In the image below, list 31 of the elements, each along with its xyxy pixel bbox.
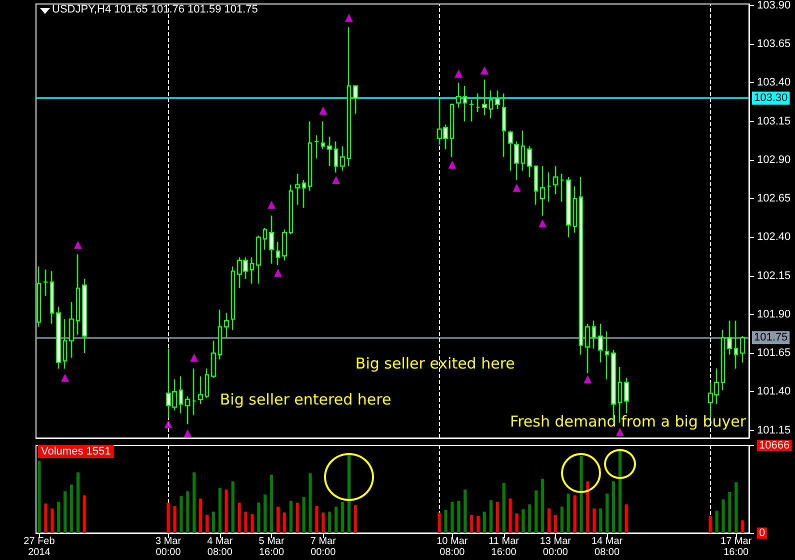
y-tick-label: 102.15 — [757, 270, 791, 282]
ref-line-label: 103.30 — [754, 92, 788, 104]
y-tick-label: 103.65 — [757, 38, 791, 50]
y-tick-label: 103.15 — [757, 115, 791, 128]
y-tick-label: 103.40 — [757, 76, 791, 89]
x-tick-label: 7 Mar 00:00 — [310, 536, 337, 558]
y-tick-label: 101.15 — [757, 424, 791, 436]
y-tick-label: 101.65 — [757, 347, 791, 360]
y-tick-label: 102.65 — [757, 192, 791, 205]
y-tick-label: 101.90 — [757, 308, 791, 320]
x-tick-label: 4 Mar 08:00 — [207, 536, 234, 558]
x-tick-label: 10 Mar 08:00 — [436, 536, 468, 558]
y-tick-label: 102.40 — [757, 231, 791, 244]
ref-line-label: 101.75 — [754, 332, 788, 344]
annotation: Big seller entered here — [220, 390, 392, 408]
x-tick-label: 17 Mar 16:00 — [720, 536, 752, 558]
annotation: Big seller exited here — [355, 354, 515, 372]
y-tick-label: 101.40 — [757, 386, 791, 398]
x-tick-label: 27 Feb 2014 — [24, 536, 56, 558]
x-tick-label: 13 Mar 00:00 — [540, 536, 572, 558]
y-tick-label: 102.90 — [757, 154, 791, 166]
x-tick-label: 3 Mar 00:00 — [155, 536, 182, 558]
y-tick-label: 10666 — [759, 440, 790, 452]
x-tick-label: 14 Mar 08:00 — [591, 536, 624, 558]
chart-title: Volumes 1551 — [41, 446, 111, 458]
x-tick-label: 11 Mar 16:00 — [488, 536, 520, 558]
x-tick-label: 5 Mar 16:00 — [258, 536, 285, 558]
y-tick-label: 103.90 — [757, 0, 791, 12]
chart-title: USDJPY,H4 101.65 101.76 101.59 101.75 — [52, 4, 258, 16]
annotation: Fresh demand from a big buyer — [510, 412, 747, 430]
y-tick-label: 0 — [759, 527, 766, 539]
